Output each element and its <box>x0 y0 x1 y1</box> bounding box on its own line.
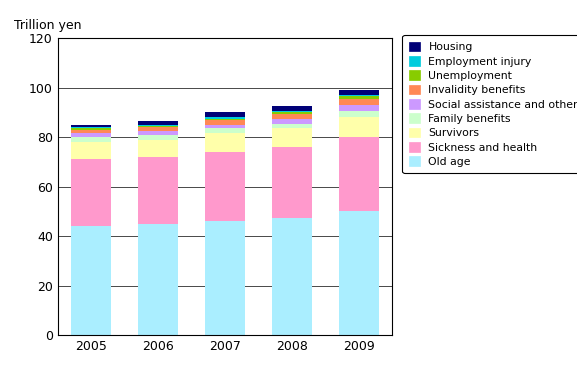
Bar <box>272 147 312 218</box>
Bar <box>339 117 379 137</box>
Bar <box>71 125 111 127</box>
Bar <box>272 111 312 112</box>
Bar <box>205 118 245 120</box>
Bar <box>339 90 379 95</box>
Bar <box>272 128 312 147</box>
Bar <box>71 130 111 133</box>
Bar <box>205 133 245 152</box>
Bar <box>71 137 111 142</box>
Bar <box>339 99 379 105</box>
Bar <box>272 118 312 123</box>
Bar <box>71 127 111 128</box>
Bar <box>272 106 312 111</box>
Legend: Housing, Employment injury, Unemployment, Invalidity benefits, Social assistance: Housing, Employment injury, Unemployment… <box>402 35 577 173</box>
Bar <box>71 142 111 159</box>
Bar <box>339 111 379 117</box>
Bar <box>138 121 178 125</box>
Bar <box>272 112 312 114</box>
Bar <box>138 157 178 224</box>
Bar <box>205 117 245 118</box>
Text: Trillion yen: Trillion yen <box>14 19 82 32</box>
Bar <box>339 96 379 99</box>
Bar <box>205 112 245 117</box>
Bar <box>138 126 178 127</box>
Bar <box>205 152 245 221</box>
Bar <box>272 114 312 118</box>
Bar <box>138 139 178 157</box>
Bar <box>138 131 178 134</box>
Bar <box>71 133 111 137</box>
Bar <box>71 128 111 130</box>
Bar <box>71 226 111 335</box>
Bar <box>138 134 178 139</box>
Bar <box>272 123 312 128</box>
Bar <box>339 105 379 111</box>
Bar <box>339 211 379 335</box>
Bar <box>272 218 312 335</box>
Bar <box>138 224 178 335</box>
Bar <box>205 125 245 128</box>
Bar <box>339 137 379 211</box>
Bar <box>138 127 178 131</box>
Bar <box>138 125 178 126</box>
Bar <box>339 95 379 96</box>
Bar <box>205 128 245 133</box>
Bar <box>71 159 111 226</box>
Bar <box>205 221 245 335</box>
Bar <box>205 120 245 125</box>
